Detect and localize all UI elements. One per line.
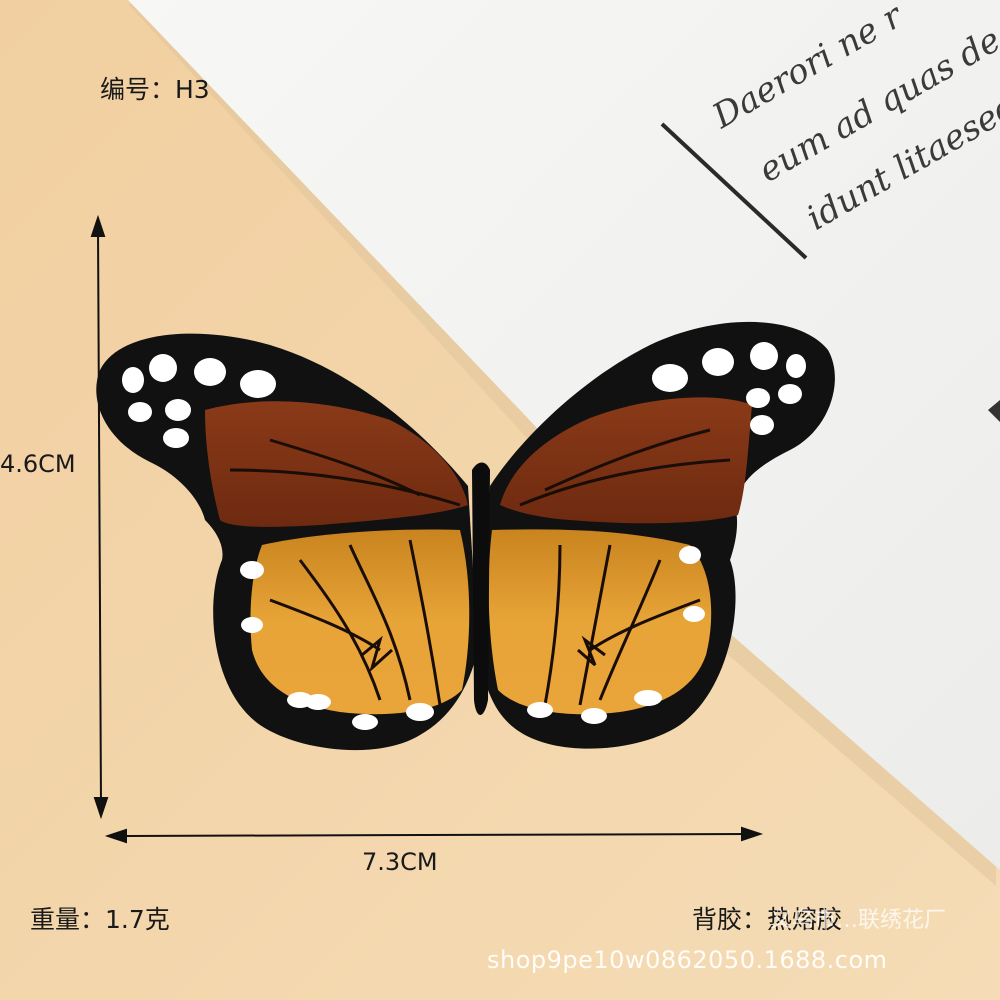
- factory-watermark: 义乌市…联绣花厂: [770, 908, 947, 933]
- shop-url-watermark: shop9pe10w0862050.1688.com: [487, 946, 888, 974]
- backing-label: 背胶：热熔胶: [692, 905, 843, 934]
- butterfly-patch: [96, 321, 835, 751]
- weight-label: 重量：1.7克: [30, 905, 170, 934]
- width-arrow: [104, 826, 764, 844]
- code-label: 编号：H3: [100, 75, 210, 104]
- height-arrow: [90, 214, 109, 820]
- paper-rule: [660, 122, 808, 260]
- height-label: 4.6CM: [0, 450, 76, 478]
- width-label: 7.3CM: [362, 848, 438, 876]
